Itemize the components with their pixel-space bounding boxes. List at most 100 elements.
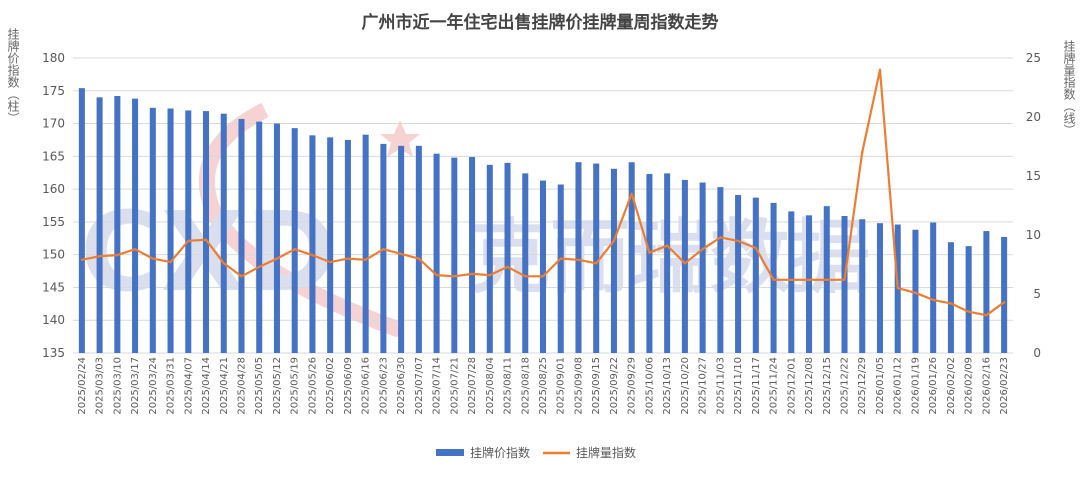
bar (398, 145, 405, 353)
line-point (382, 247, 385, 251)
bar (185, 110, 192, 353)
line-point (364, 258, 367, 261)
x-axis-tick: 2025/06/30 (396, 357, 407, 415)
line-point (435, 273, 438, 277)
bar (575, 162, 582, 353)
x-axis-tick: 2026/01/26 (928, 357, 939, 415)
y-axis-right-tick: 25 (1026, 51, 1041, 65)
x-axis-tick: 2026/01/12 (893, 357, 904, 415)
bar (735, 195, 742, 353)
x-axis-tick: 2025/12/01 (786, 357, 797, 415)
bar (628, 162, 635, 353)
line-point (736, 239, 740, 243)
line-point (293, 247, 296, 251)
bar (859, 219, 866, 353)
bar (664, 173, 671, 353)
bar (646, 174, 653, 353)
bar (96, 97, 103, 353)
line-point (1002, 301, 1006, 304)
line-point (258, 265, 261, 269)
bar (930, 222, 937, 353)
x-axis-tick: 2025/05/26 (307, 357, 318, 415)
bar (220, 113, 227, 353)
x-axis-tick: 2025/12/15 (822, 357, 833, 415)
line-point (683, 262, 687, 265)
x-axis-tick: 2025/03/31 (166, 357, 177, 415)
line-point (133, 247, 137, 251)
line-point (612, 239, 616, 243)
bar (415, 145, 422, 353)
y-axis-left-tick: 165 (42, 149, 65, 163)
x-axis-tick: 2025/04/07 (183, 357, 194, 415)
line-point (328, 260, 332, 264)
bar (203, 111, 210, 353)
bar (273, 123, 280, 353)
line-point (967, 310, 970, 313)
x-axis-tick: 2025/04/28 (236, 357, 247, 415)
line-point (807, 278, 811, 282)
x-axis-tick: 2025/06/02 (325, 357, 336, 415)
bar (947, 242, 954, 353)
bar (752, 197, 759, 353)
bar (486, 164, 493, 353)
x-axis-tick: 2026/01/19 (910, 357, 921, 415)
y-axis-left-label: 挂牌价指数（柱） (6, 28, 20, 124)
x-axis-tick: 2025/12/22 (840, 357, 851, 415)
y-axis-left-ticks: 135 140 145 150 155 160 165 170 175 180 (42, 51, 65, 360)
line-point (843, 278, 846, 282)
bar (238, 118, 245, 353)
x-axis-tick: 2026/02/02 (946, 357, 957, 415)
line-point (701, 247, 704, 251)
line-point (577, 258, 580, 261)
y-axis-left-tick: 175 (42, 84, 65, 98)
line-point (985, 314, 988, 317)
line-point (931, 298, 935, 302)
x-axis-tick: 2025/03/17 (130, 357, 141, 415)
x-axis-tick: 2025/05/19 (290, 357, 301, 415)
bar (539, 180, 547, 353)
bar (983, 231, 990, 353)
x-axis-tick: 2025/06/16 (361, 357, 372, 415)
bar (344, 139, 351, 353)
bar (291, 128, 298, 353)
bar (114, 96, 121, 354)
bar (451, 157, 458, 353)
bar (788, 211, 795, 353)
x-axis-tick: 2025/04/14 (201, 357, 212, 415)
line-point (80, 258, 84, 261)
x-axis-tick: 2025/10/06 (644, 357, 655, 415)
legend-bar-label: 挂牌价指数 (470, 445, 530, 460)
bar (717, 187, 724, 353)
x-axis-tick: 2026/02/09 (964, 357, 975, 415)
bar (1001, 236, 1008, 353)
line-point (524, 275, 527, 278)
line-point (559, 257, 562, 260)
line-point (719, 236, 722, 239)
bar (78, 88, 85, 354)
y-axis-right-tick: 15 (1026, 169, 1041, 183)
line-point (222, 262, 225, 265)
line-point (754, 246, 758, 250)
line-point (116, 253, 119, 257)
bar (699, 182, 706, 353)
line-point (240, 275, 243, 278)
bar (912, 229, 919, 353)
bar (522, 173, 529, 353)
bar (876, 223, 883, 353)
line-point (453, 275, 456, 278)
x-axis-tick: 2025/08/11 (503, 357, 514, 415)
bar (806, 215, 813, 353)
y-axis-right-tick: 5 (1033, 287, 1041, 301)
y-axis-left-tick: 180 (42, 51, 65, 65)
line-point (896, 286, 899, 290)
x-axis-tick: 2025/06/09 (343, 357, 354, 415)
x-axis-tick: 2025/10/27 (698, 357, 709, 415)
y-axis-left-tick: 155 (42, 215, 65, 229)
x-axis-tick: 2025/09/01 (556, 357, 567, 415)
x-axis-tick: 2025/09/22 (609, 357, 620, 415)
y-axis-right-ticks: 0 5 10 15 20 25 (1026, 51, 1041, 360)
x-axis-tick: 2025/04/21 (219, 357, 230, 415)
line-point (772, 278, 775, 282)
x-axis-ticks: 2025/02/24 2025/03/03 2025/03/10 2025/03/17… (77, 357, 1010, 415)
